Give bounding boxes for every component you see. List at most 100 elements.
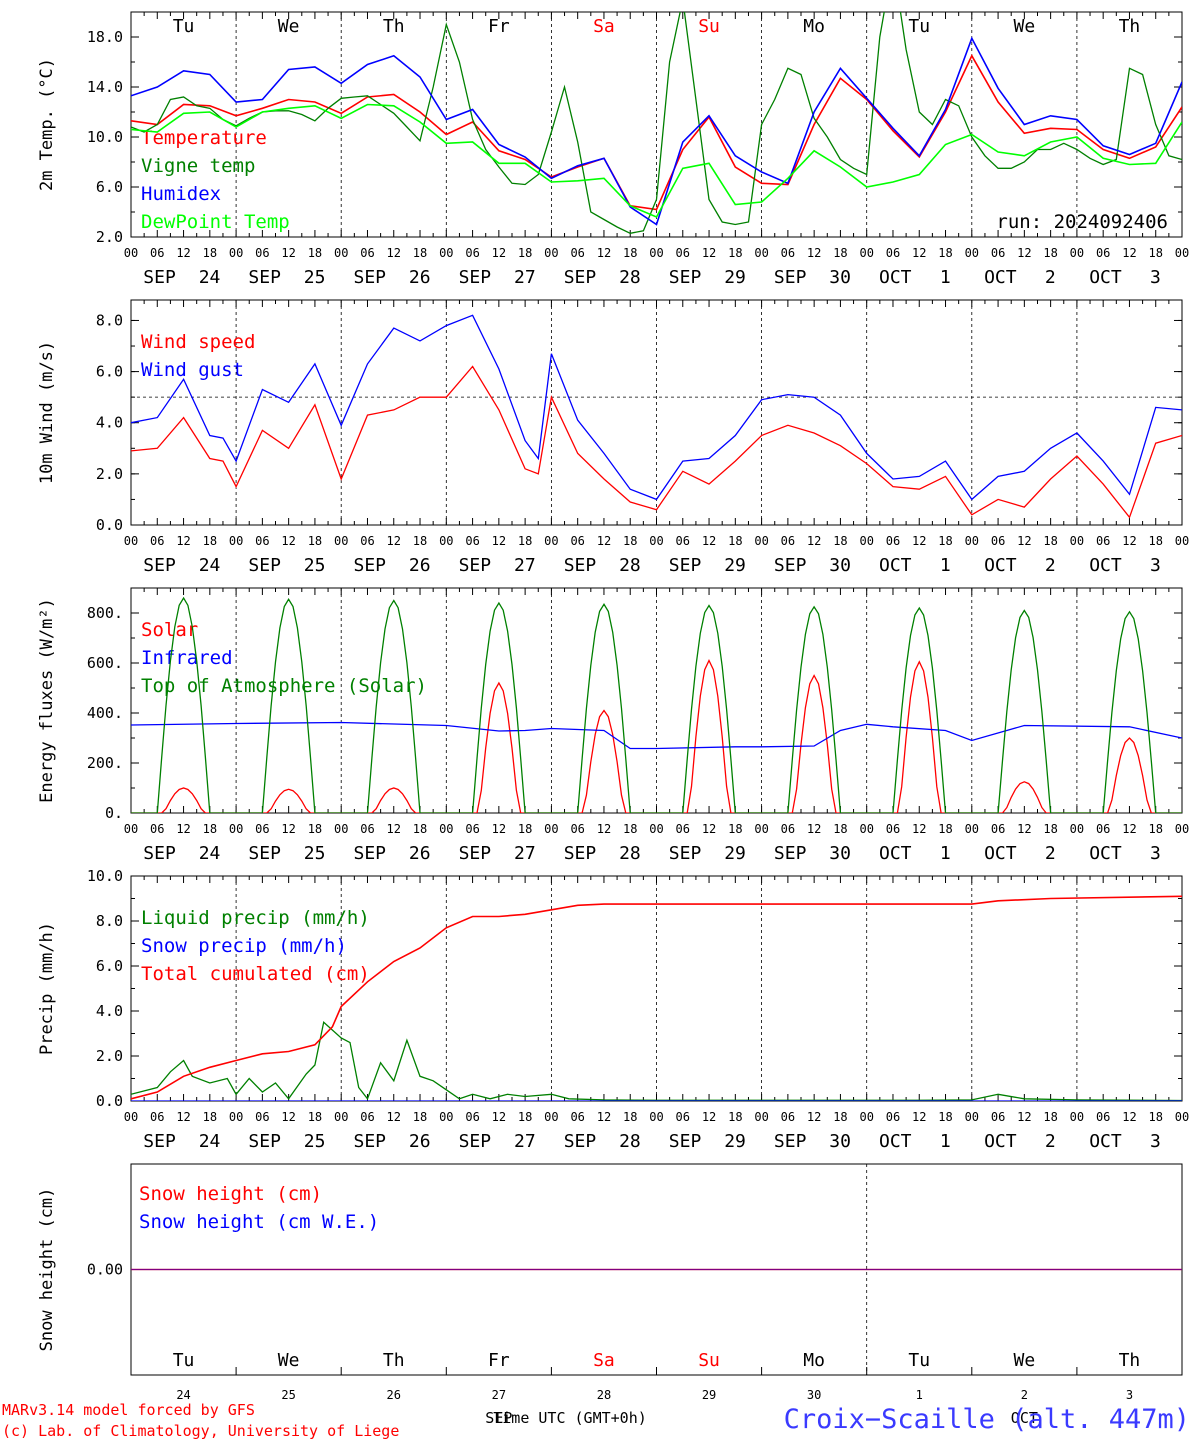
y-tick-label: 2.0: [96, 1047, 123, 1065]
hour-tick-label: 12: [176, 1110, 190, 1124]
hour-tick-label: 18: [623, 534, 637, 548]
hour-tick-label: 06: [465, 1110, 479, 1124]
series-line-top-of-atmosphere-solar-: [131, 596, 1182, 813]
hour-tick-label: 12: [1122, 246, 1136, 260]
date-month-label: SEP: [669, 843, 702, 864]
date-month-label: OCT: [879, 267, 912, 288]
series-line-temperature: [131, 54, 1182, 211]
lab-credit: (c) Lab. of Climatology, University of L…: [2, 1422, 399, 1440]
hour-tick-label: 18: [203, 534, 217, 548]
date-month-label: OCT: [1089, 843, 1122, 864]
hour-tick-label: 00: [544, 822, 558, 836]
hour-tick-label: 00: [334, 1110, 348, 1124]
hour-tick-label: 00: [229, 1110, 243, 1124]
legend-entry: Wind gust: [141, 359, 244, 381]
hour-tick-label: 06: [781, 1110, 795, 1124]
hour-tick-label: 12: [912, 822, 926, 836]
hour-tick-label: 18: [413, 534, 427, 548]
date-day-label: 24: [199, 1131, 221, 1152]
series-line-humidex: [131, 36, 1182, 226]
date-month-label: SEP: [564, 267, 597, 288]
hour-tick-label: 00: [1175, 822, 1189, 836]
hour-tick-label: 18: [938, 534, 952, 548]
hour-tick-label: 18: [1148, 534, 1162, 548]
hour-tick-label: 18: [203, 1110, 217, 1124]
hour-tick-label: 00: [1175, 534, 1189, 548]
hour-tick-label: 06: [570, 246, 584, 260]
date-month-label: SEP: [774, 267, 807, 288]
hour-tick-label: 00: [859, 246, 873, 260]
hour-tick-label: 12: [807, 822, 821, 836]
legend-entry: Snow height (cm W.E.): [139, 1211, 379, 1233]
y-tick-label: 14.0: [87, 78, 123, 96]
date-month-label: SEP: [564, 843, 597, 864]
date-day-label: 28: [619, 555, 641, 576]
date-month-label: SEP: [143, 267, 176, 288]
hour-tick-label: 18: [728, 246, 742, 260]
y-tick-label: 4.0: [96, 414, 123, 432]
series-line-vigne-temp: [131, 12, 1182, 234]
y-tick-label: 10.0: [87, 128, 123, 146]
hour-tick-label: 00: [965, 822, 979, 836]
y-tick-label: 800.: [87, 604, 123, 622]
hour-tick-label: 00: [439, 246, 453, 260]
hour-tick-label: 18: [1148, 822, 1162, 836]
weekday-label: Su: [698, 16, 720, 37]
hour-tick-label: 12: [387, 246, 401, 260]
date-month-label: SEP: [353, 267, 386, 288]
hour-tick-label: 12: [597, 246, 611, 260]
date-day-label: 26: [409, 555, 431, 576]
hour-tick-label: 18: [1043, 822, 1057, 836]
hour-tick-label: 00: [544, 1110, 558, 1124]
hour-tick-label: 12: [176, 822, 190, 836]
date-month-label: SEP: [353, 555, 386, 576]
weekday-label: Fr: [488, 16, 510, 37]
hour-tick-label: 06: [676, 822, 690, 836]
y-axis-label: 2m Temp. (°C): [37, 58, 57, 191]
hour-tick-label: 12: [176, 246, 190, 260]
plot-frame: [130, 299, 1183, 526]
hour-tick-label: 00: [334, 822, 348, 836]
legend-entry: DewPoint Temp: [141, 211, 290, 233]
weekday-label: Tu: [173, 1350, 195, 1371]
hour-tick-label: 00: [754, 534, 768, 548]
hour-tick-label: 00: [229, 534, 243, 548]
hour-tick-label: 12: [387, 822, 401, 836]
hour-tick-label: 06: [781, 246, 795, 260]
series-line-wind-speed: [131, 365, 1182, 519]
bottom-day-label: 24: [176, 1388, 190, 1402]
bottom-month-label: OCT: [1011, 1409, 1038, 1427]
weekday-label: Th: [1119, 16, 1141, 37]
date-month-label: SEP: [669, 267, 702, 288]
date-day-label: 3: [1150, 843, 1161, 864]
hour-tick-label: 12: [387, 534, 401, 548]
date-month-label: SEP: [774, 843, 807, 864]
hour-tick-label: 18: [1148, 1110, 1162, 1124]
hour-tick-label: 06: [886, 246, 900, 260]
hour-tick-label: 12: [597, 1110, 611, 1124]
date-day-label: 27: [514, 843, 536, 864]
date-month-label: OCT: [984, 267, 1017, 288]
y-tick-label: 0.0: [96, 516, 123, 534]
date-day-label: 29: [724, 267, 746, 288]
hour-tick-label: 12: [912, 246, 926, 260]
hour-tick-label: 12: [1122, 822, 1136, 836]
hour-tick-label: 18: [308, 534, 322, 548]
weekday-label: Th: [383, 16, 405, 37]
hour-tick-label: 06: [570, 1110, 584, 1124]
weekday-label: Sa: [593, 1350, 615, 1371]
date-day-label: 30: [829, 1131, 851, 1152]
date-day-label: 30: [829, 555, 851, 576]
date-month-label: SEP: [143, 555, 176, 576]
date-day-label: 28: [619, 843, 641, 864]
hour-tick-label: 00: [124, 246, 138, 260]
date-day-label: 27: [514, 555, 536, 576]
date-month-label: SEP: [459, 267, 492, 288]
hour-tick-label: 00: [754, 246, 768, 260]
hour-tick-label: 06: [991, 822, 1005, 836]
hour-tick-label: 18: [518, 246, 532, 260]
hour-tick-label: 00: [754, 822, 768, 836]
y-tick-label: 8.0: [96, 311, 123, 329]
y-tick-label: 6.0: [96, 363, 123, 381]
